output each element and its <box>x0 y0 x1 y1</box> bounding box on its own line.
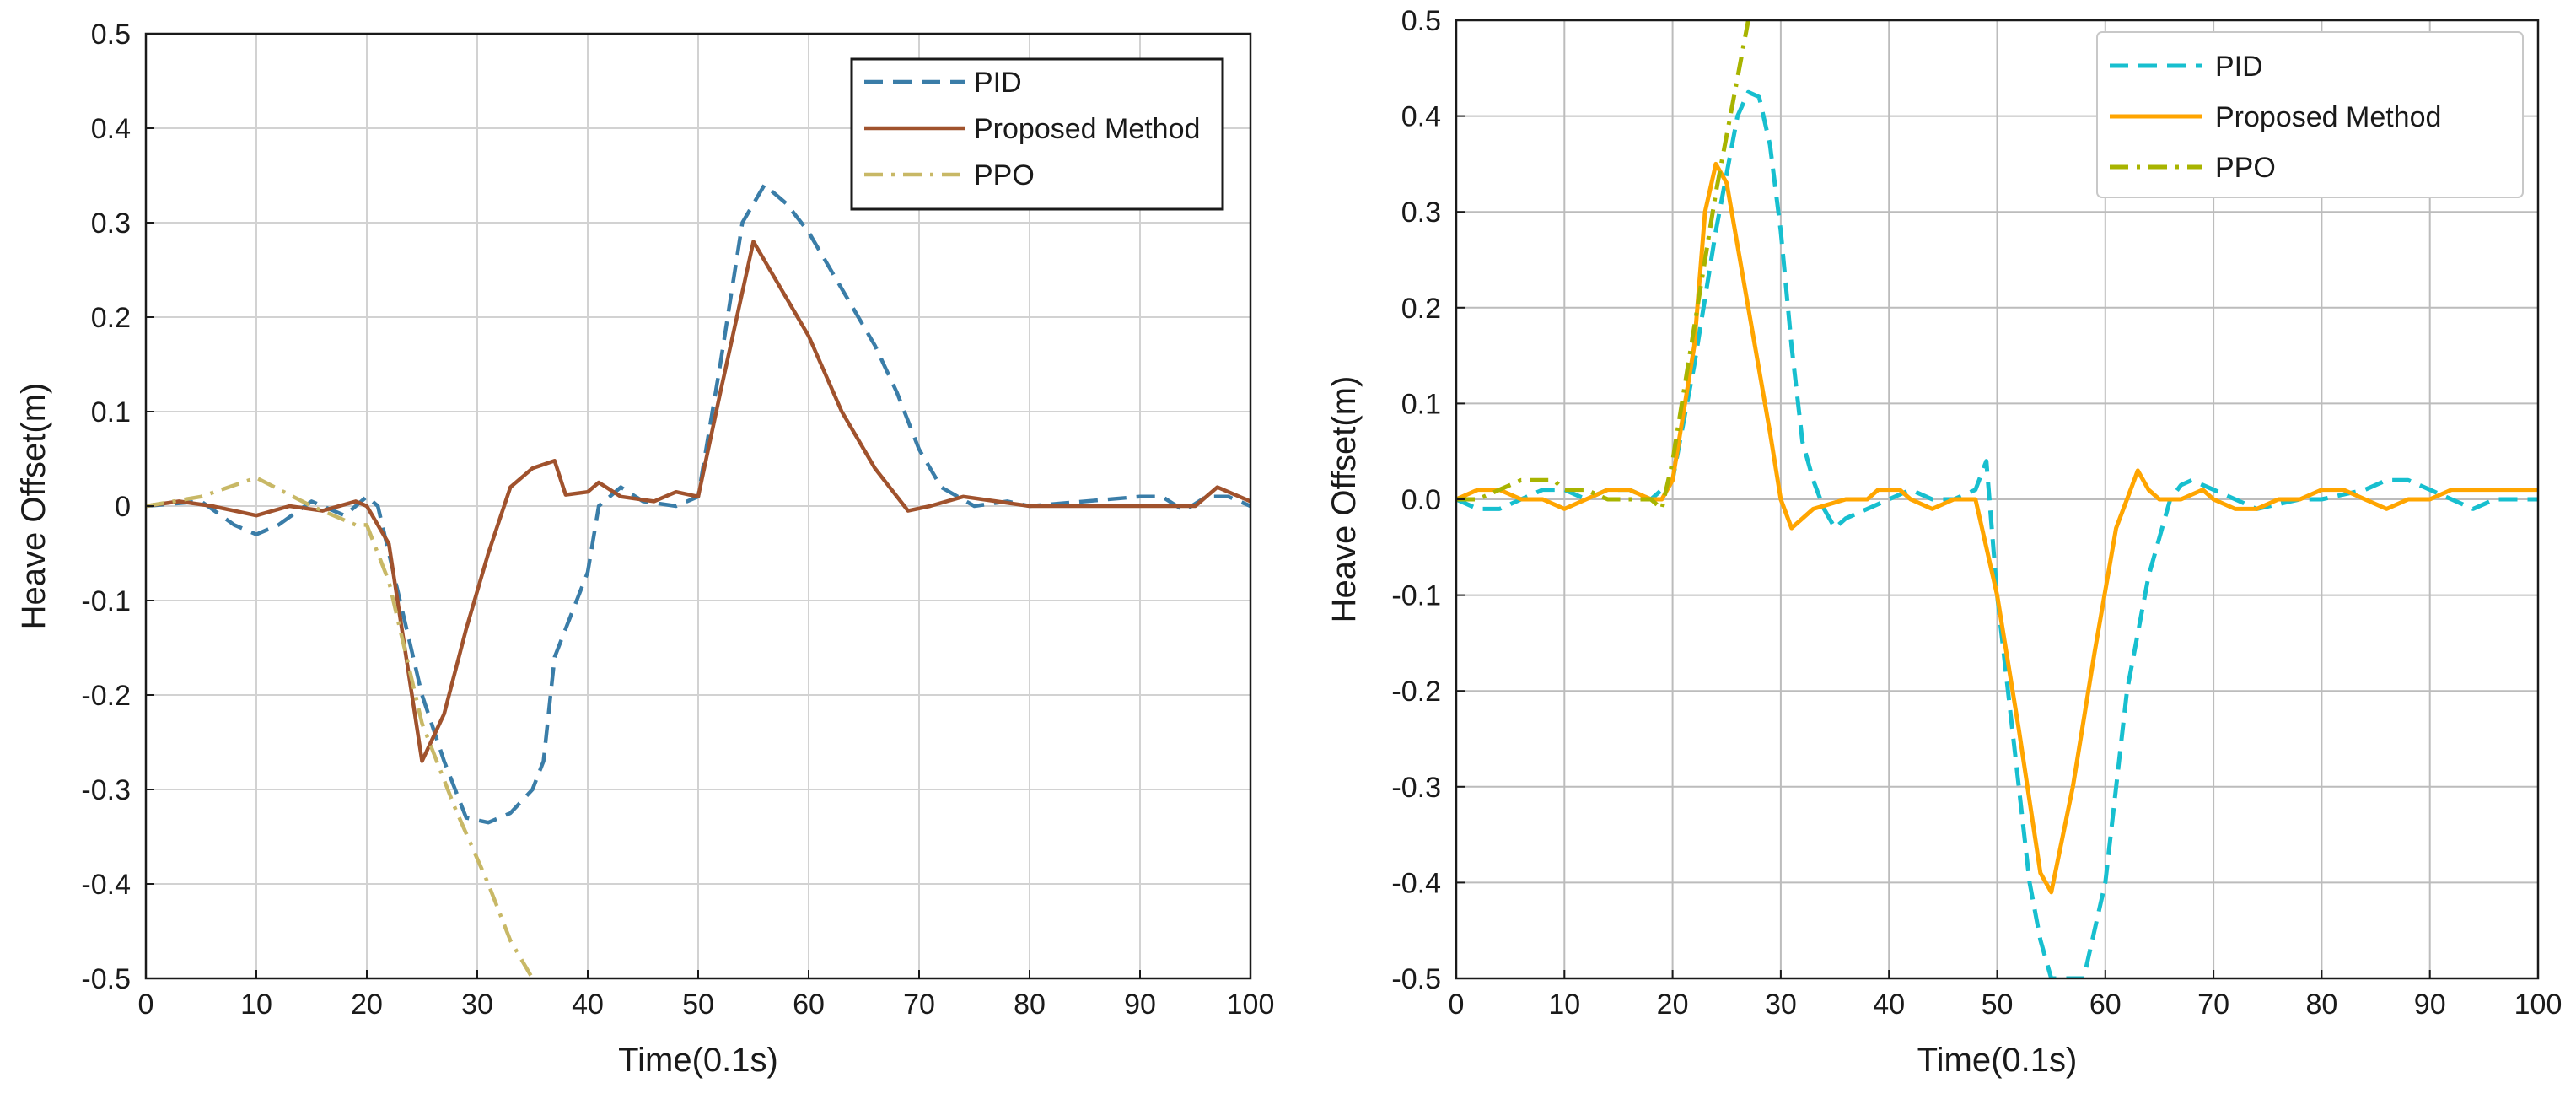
legend-box <box>850 57 1224 211</box>
x-tick-label: 100 <box>2514 989 2563 1021</box>
y-tick-label: 0.4 <box>91 113 131 145</box>
y-tick-label: -0.1 <box>1391 580 1441 612</box>
y-tick-label: 0.0 <box>1401 484 1441 516</box>
x-tick-label: 50 <box>1982 989 2014 1021</box>
y-tick-label: 0.4 <box>1401 101 1441 133</box>
y-axis-label: Heave Offset(m) <box>15 383 52 630</box>
x-tick-label: 40 <box>1873 989 1905 1021</box>
x-tick-label: 100 <box>1227 989 1275 1021</box>
x-tick-label: 40 <box>572 989 604 1021</box>
series-line-ppo <box>1456 20 1750 511</box>
y-tick-label: -0.4 <box>1391 867 1441 899</box>
y-tick-label: -0.4 <box>81 869 131 901</box>
legend-label: PID <box>974 67 1022 99</box>
y-tick-label: 0 <box>115 491 131 523</box>
y-tick-label: -0.2 <box>1391 676 1441 708</box>
x-tick-label: 70 <box>903 989 935 1021</box>
x-tick-label: 10 <box>240 989 272 1021</box>
x-tick-label: 0 <box>1449 989 1465 1021</box>
x-tick-label: 30 <box>1765 989 1797 1021</box>
x-tick-label: 20 <box>351 989 383 1021</box>
x-tick-label: 90 <box>2414 989 2446 1021</box>
series-line-pid <box>1456 89 2538 978</box>
x-axis-label: Time(0.1s) <box>618 1042 778 1079</box>
y-tick-label: 0.1 <box>91 396 131 428</box>
x-tick-label: 60 <box>2089 989 2122 1021</box>
legend-label: PID <box>2215 51 2263 83</box>
y-tick-label: 0.2 <box>1401 293 1441 325</box>
series-line-proposed-method <box>146 240 1250 763</box>
left-chart: 0 10 20 30 40 50 60 70 80 90 100 -0.5 -0.4 -0.3 -0.2 -0… <box>15 19 1274 1079</box>
y-tick-label: 0.5 <box>91 19 131 51</box>
x-tick-label: 70 <box>2197 989 2229 1021</box>
y-tick-label: -0.3 <box>1391 772 1441 804</box>
legend-label: PPO <box>2215 152 2276 184</box>
y-axis-label: Heave Offset(m) <box>1326 376 1363 623</box>
legend-label: PPO <box>974 159 1035 191</box>
legend-label: Proposed Method <box>2215 101 2441 133</box>
legend: PID Proposed Method PPO <box>2096 31 2524 198</box>
y-tick-label: 0.5 <box>1401 5 1441 37</box>
x-tick-label: 10 <box>1548 989 1580 1021</box>
x-tick-label: 50 <box>682 989 714 1021</box>
x-tick-label: 30 <box>461 989 493 1021</box>
x-tick-label: 20 <box>1657 989 1689 1021</box>
right-chart: 0 10 20 30 40 50 60 70 80 90 100 -0.5 -0.4 -0.3 -0.2 -0… <box>1326 5 2562 1079</box>
y-tick-label: 0.2 <box>91 302 131 334</box>
x-tick-label: 80 <box>1014 989 1046 1021</box>
legend: PID Proposed Method PPO <box>850 57 1224 211</box>
series-line-proposed-method <box>1456 161 2538 895</box>
y-tick-label: -0.5 <box>81 963 131 995</box>
y-tick-label: -0.5 <box>1391 963 1441 995</box>
x-tick-label: 90 <box>1124 989 1156 1021</box>
legend-label: Proposed Method <box>974 113 1200 145</box>
y-tick-label: -0.2 <box>81 680 131 712</box>
y-tick-label: -0.3 <box>81 774 131 806</box>
y-tick-label: 0.3 <box>1401 197 1441 229</box>
x-tick-label: 60 <box>793 989 825 1021</box>
y-tick-label: 0.1 <box>1401 388 1441 420</box>
x-tick-label: 0 <box>138 989 154 1021</box>
legend-box <box>2096 31 2524 198</box>
y-tick-label: 0.3 <box>91 207 131 240</box>
y-tick-label: -0.1 <box>81 585 131 617</box>
x-axis-label: Time(0.1s) <box>1917 1042 2078 1079</box>
series-line-ppo <box>146 476 535 978</box>
x-tick-label: 80 <box>2305 989 2337 1021</box>
